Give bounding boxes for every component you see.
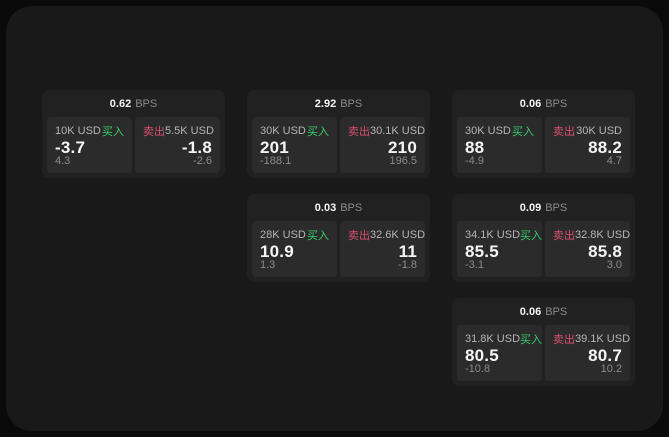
card-header: 0.09 BPS [457, 194, 630, 221]
quote-card: 0.62 BPS 10K USD 买入 -3.7 4.3 卖出 5.5K USD [42, 90, 225, 178]
sell-price: 85.8 [588, 242, 622, 261]
buy-price: 85.5 [465, 242, 499, 261]
buy-panel[interactable]: 31.8K USD 买入 80.5 -10.8 [457, 325, 542, 381]
sell-notional: 32.6K USD [370, 229, 426, 241]
buy-change: 1.3 [260, 259, 276, 271]
sell-panel[interactable]: 卖出 30.1K USD 210 196.5 [340, 117, 425, 173]
app-window: 0.62 BPS 10K USD 买入 -3.7 4.3 卖出 5.5K USD [6, 6, 663, 431]
buy-price: 88 [465, 138, 485, 157]
sell-panel[interactable]: 卖出 32.8K USD 85.8 3.0 [545, 221, 630, 277]
bps-unit: BPS [135, 97, 158, 110]
buy-panel[interactable]: 10K USD 买入 -3.7 4.3 [47, 117, 132, 173]
bps-value: 0.62 [109, 97, 132, 110]
bps-unit: BPS [545, 305, 568, 318]
sell-change: 4.7 [606, 155, 622, 167]
buy-notional: 30K USD [260, 125, 306, 137]
panels: 28K USD 买入 10.9 1.3 卖出 32.6K USD 11 -1.8 [252, 221, 425, 277]
buy-panel[interactable]: 28K USD 买入 10.9 1.3 [252, 221, 337, 277]
sell-notional: 5.5K USD [165, 125, 214, 137]
sell-panel[interactable]: 卖出 39.1K USD 80.7 10.2 [545, 325, 630, 381]
quote-card: 0.03 BPS 28K USD 买入 10.9 1.3 卖出 32.6K US… [247, 194, 430, 282]
sell-price: -1.8 [181, 138, 212, 157]
sell-price: 88.2 [588, 138, 622, 157]
quote-card: 0.09 BPS 34.1K USD 买入 85.5 -3.1 卖出 32.8K… [452, 194, 635, 282]
bps-value: 0.06 [519, 97, 542, 110]
sell-change: 10.2 [600, 363, 622, 375]
quote-card: 0.06 BPS 31.8K USD 买入 80.5 -10.8 卖出 39.1… [452, 298, 635, 386]
buy-notional: 30K USD [465, 125, 511, 137]
buy-price: 10.9 [260, 242, 294, 261]
panels: 31.8K USD 买入 80.5 -10.8 卖出 39.1K USD 80.… [457, 325, 630, 381]
buy-side-label: 买入 [520, 230, 543, 242]
card-header: 0.03 BPS [252, 194, 425, 221]
bps-unit: BPS [545, 201, 568, 214]
buy-price: 201 [260, 138, 289, 157]
panels: 34.1K USD 买入 85.5 -3.1 卖出 32.8K USD 85.8… [457, 221, 630, 277]
quote-card: 2.92 BPS 30K USD 买入 201 -188.1 卖出 30.1K … [247, 90, 430, 178]
buy-change: -4.9 [465, 155, 484, 167]
panels: 10K USD 买入 -3.7 4.3 卖出 5.5K USD -1.8 -2.… [47, 117, 220, 173]
buy-price: -3.7 [55, 138, 86, 157]
bps-unit: BPS [340, 201, 363, 214]
sell-notional: 30K USD [576, 125, 622, 137]
buy-change: -188.1 [260, 155, 292, 167]
sell-change: 3.0 [606, 259, 622, 271]
sell-side-label: 卖出 [553, 126, 575, 138]
sell-side-label: 卖出 [348, 230, 370, 242]
buy-side-label: 买入 [512, 126, 534, 138]
buy-side-label: 买入 [307, 230, 329, 242]
sell-change: 196.5 [389, 155, 417, 167]
sell-change: -2.6 [193, 155, 212, 167]
sell-panel[interactable]: 卖出 32.6K USD 11 -1.8 [340, 221, 425, 277]
sell-price: 210 [388, 138, 417, 157]
bps-value: 0.09 [519, 201, 542, 214]
sell-side-label: 卖出 [553, 334, 575, 346]
buy-notional: 10K USD [55, 125, 101, 137]
bps-value: 0.06 [519, 305, 542, 318]
bps-unit: BPS [545, 97, 568, 110]
sell-side-label: 卖出 [348, 126, 370, 138]
buy-panel[interactable]: 30K USD 买入 201 -188.1 [252, 117, 337, 173]
card-header: 0.06 BPS [457, 298, 630, 325]
buy-notional: 34.1K USD [465, 229, 521, 241]
sell-panel[interactable]: 卖出 5.5K USD -1.8 -2.6 [135, 117, 220, 173]
bps-value: 0.03 [314, 201, 337, 214]
buy-change: 4.3 [55, 155, 71, 167]
quote-card: 0.06 BPS 30K USD 买入 88 -4.9 卖出 30K USD [452, 90, 635, 178]
buy-side-label: 买入 [307, 126, 329, 138]
panels: 30K USD 买入 201 -188.1 卖出 30.1K USD 210 1… [252, 117, 425, 173]
buy-panel[interactable]: 34.1K USD 买入 85.5 -3.1 [457, 221, 542, 277]
buy-side-label: 买入 [102, 126, 124, 138]
bps-unit: BPS [340, 97, 363, 110]
card-header: 0.62 BPS [47, 90, 220, 117]
sell-change: -1.8 [398, 259, 417, 271]
sell-panel[interactable]: 卖出 30K USD 88.2 4.7 [545, 117, 630, 173]
card-header: 0.06 BPS [457, 90, 630, 117]
panels: 30K USD 买入 88 -4.9 卖出 30K USD 88.2 4.7 [457, 117, 630, 173]
buy-notional: 28K USD [260, 229, 306, 241]
buy-change: -3.1 [465, 259, 484, 271]
quote-card-grid: 0.62 BPS 10K USD 买入 -3.7 4.3 卖出 5.5K USD [42, 90, 635, 386]
buy-price: 80.5 [465, 346, 499, 365]
bps-value: 2.92 [314, 97, 337, 110]
sell-side-label: 卖出 [143, 126, 165, 138]
buy-side-label: 买入 [520, 334, 543, 346]
buy-notional: 31.8K USD [465, 333, 521, 345]
sell-price: 11 [398, 242, 417, 261]
card-header: 2.92 BPS [252, 90, 425, 117]
buy-panel[interactable]: 30K USD 买入 88 -4.9 [457, 117, 542, 173]
buy-change: -10.8 [465, 363, 491, 375]
sell-price: 80.7 [588, 346, 622, 365]
sell-notional: 32.8K USD [575, 229, 631, 241]
sell-notional: 30.1K USD [370, 125, 426, 137]
sell-notional: 39.1K USD [575, 333, 631, 345]
sell-side-label: 卖出 [553, 230, 575, 242]
